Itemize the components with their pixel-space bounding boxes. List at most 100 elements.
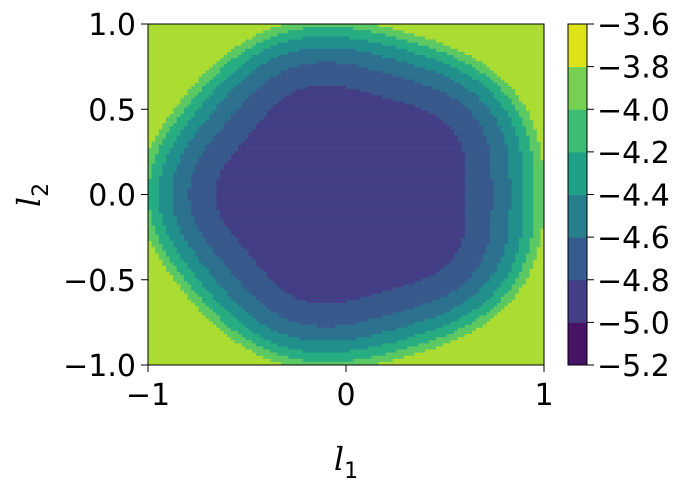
contour-cell (148, 216, 153, 220)
contour-cell (533, 210, 544, 214)
contour-cell (443, 265, 480, 270)
contour-cell (198, 129, 221, 134)
contour-cell (248, 58, 271, 62)
contour-cell (486, 64, 544, 68)
x-tick-label: −1 (126, 378, 170, 413)
contour-cell (533, 200, 544, 205)
contour-cell (533, 222, 544, 227)
contour-cell (212, 138, 246, 143)
contour-cell (180, 113, 196, 118)
contour-cell (464, 160, 491, 165)
contour-cell (212, 293, 228, 298)
contour-cell (436, 113, 473, 118)
contour-cell (148, 272, 171, 276)
contour-cell (508, 175, 523, 180)
contour-cell (259, 64, 300, 68)
plot-area (147, 23, 545, 366)
contour-cell (248, 327, 271, 332)
contour-cell (486, 312, 498, 316)
colorbar-tick-label: −4.6 (597, 221, 670, 256)
contour-cell (522, 101, 544, 106)
contour-cell (425, 36, 544, 41)
contour-cell (490, 76, 502, 81)
contour-cell (511, 197, 523, 202)
contour-cell (464, 104, 487, 109)
contour-cell (396, 340, 430, 344)
contour-cell (263, 268, 441, 273)
colorbar-tick-label: −3.6 (597, 8, 670, 43)
contour-cell (148, 92, 189, 96)
contour-cell (407, 39, 437, 44)
contour-cell (209, 141, 243, 146)
contour-cell (187, 123, 203, 127)
contour-cell (245, 324, 268, 329)
contour-cell (212, 89, 232, 93)
contour-cell (166, 250, 178, 254)
contour-cell (464, 231, 491, 236)
contour-cell (511, 287, 520, 292)
contour-cell (148, 157, 156, 161)
contour-cell (216, 107, 239, 112)
contour-cell (191, 210, 221, 214)
contour-cell (450, 290, 480, 295)
contour-cell (475, 67, 491, 72)
contour-cell (461, 141, 487, 146)
contour-cell (396, 58, 437, 62)
contour-cell (479, 70, 495, 75)
contour-cell (472, 64, 487, 68)
contour-cell (263, 355, 289, 360)
contour-cell (148, 247, 156, 251)
contour-cell (223, 222, 466, 227)
contour-cell (277, 330, 383, 335)
contour-cell (234, 340, 253, 344)
colorbar-tick-label: −5.0 (597, 306, 670, 341)
contour-cell (209, 272, 232, 276)
contour-cell (511, 191, 523, 196)
contour-cell (248, 95, 286, 99)
contour-cell (407, 61, 444, 65)
contour-cell (176, 250, 196, 254)
contour-cell (148, 321, 214, 326)
contour-cell (529, 117, 544, 121)
contour-cell (252, 45, 271, 50)
contour-cell (212, 247, 246, 251)
contour-cell (335, 324, 408, 329)
contour-cell (263, 337, 300, 341)
contour-cell (529, 268, 544, 273)
contour-cell (220, 318, 239, 323)
contour-cell (238, 330, 253, 335)
contour-cell (500, 284, 513, 289)
contour-cell (223, 330, 239, 335)
contour-cell (230, 231, 466, 236)
contour-cell (472, 76, 491, 81)
contour-cell (472, 309, 491, 313)
contour-cell (500, 256, 516, 261)
contour-cell (511, 299, 544, 304)
contour-cell (266, 79, 415, 84)
contour-cell (450, 309, 473, 313)
contour-cell (162, 166, 178, 171)
contour-cell (371, 334, 415, 338)
contour-cell (536, 138, 544, 143)
contour-cell (396, 349, 426, 354)
contour-cell (382, 330, 426, 335)
contour-cell (230, 154, 466, 158)
contour-cell (515, 293, 544, 298)
contour-cell (515, 129, 527, 134)
contour-cell (500, 296, 516, 301)
contour-cell (504, 293, 516, 298)
contour-cell (216, 299, 235, 304)
contour-cell (382, 55, 426, 59)
contour-cell (497, 123, 513, 127)
contour-cell (184, 275, 196, 279)
contour-cell (216, 324, 228, 329)
contour-cell (176, 166, 196, 171)
colorbar-band (568, 151, 587, 195)
contour-cell (493, 182, 513, 186)
contour-cell (540, 244, 544, 248)
contour-cell (479, 315, 495, 320)
contour-cell (148, 256, 160, 261)
contour-cell (187, 141, 210, 146)
contour-cell (407, 324, 444, 329)
contour-cell (234, 315, 253, 320)
